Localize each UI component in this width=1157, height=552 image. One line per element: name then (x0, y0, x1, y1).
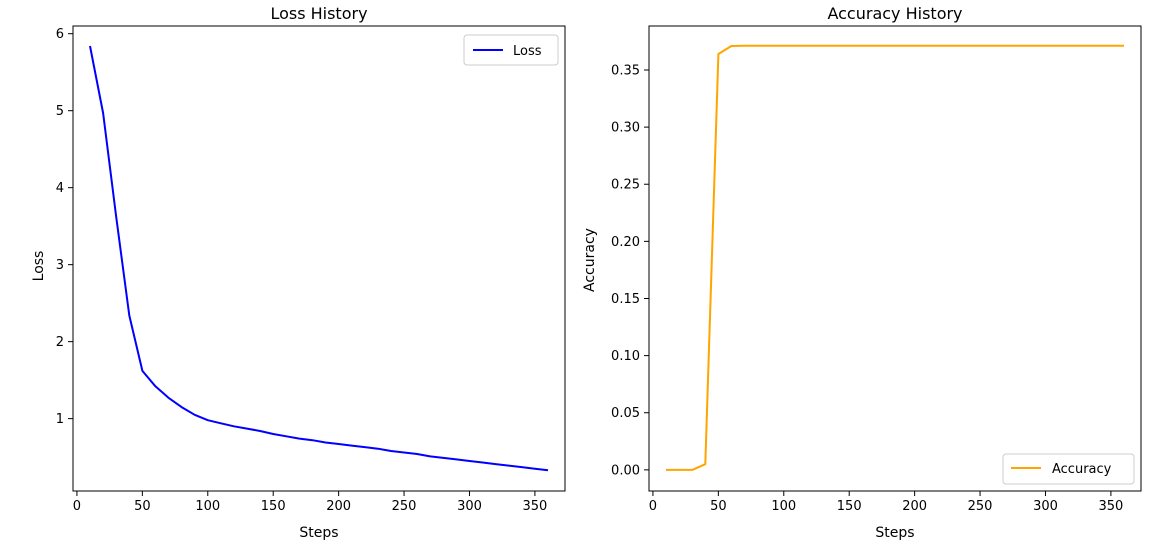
loss-x-tick-label: 150 (261, 499, 286, 514)
accuracy-x-tick-label: 250 (968, 499, 993, 514)
loss-legend-label: Loss (513, 44, 542, 59)
loss-x-tick-label: 350 (522, 499, 547, 514)
loss-x-axis-label: Steps (299, 525, 338, 541)
loss-chart: Loss History Steps Loss 0 50 100 150 200 250 3… (31, 4, 566, 541)
accuracy-y-tick-label: 0.35 (611, 63, 640, 78)
accuracy-ticks: 0 50 100 150 200 250 300 350 0.00 0.05 0.10 0.15 0.2… (611, 63, 1123, 514)
accuracy-chart-title: Accuracy History (827, 4, 962, 23)
accuracy-y-tick-label: 0.30 (611, 121, 640, 136)
loss-x-tick-label: 200 (326, 499, 351, 514)
accuracy-y-tick-label: 0.20 (611, 235, 640, 250)
loss-plot-area (89, 45, 549, 472)
loss-x-tick-label: 100 (195, 499, 220, 514)
accuracy-y-tick-label: 0.05 (611, 406, 640, 421)
loss-y-axis-label: Loss (31, 251, 47, 282)
accuracy-x-tick-label: 150 (837, 499, 862, 514)
accuracy-series-line (666, 44, 1124, 471)
loss-series-line (89, 45, 549, 472)
accuracy-legend-label: Accuracy (1052, 462, 1112, 477)
loss-axes-frame (72, 25, 566, 492)
accuracy-y-axis-label: Accuracy (582, 228, 598, 292)
loss-x-tick-label: 0 (73, 499, 81, 514)
accuracy-legend: Accuracy (1002, 453, 1135, 485)
loss-y-tick-label: 6 (56, 27, 64, 42)
accuracy-y-tick-label: 0.00 (611, 463, 640, 478)
loss-legend: Loss (463, 34, 559, 66)
loss-x-tick-label: 250 (392, 499, 417, 514)
loss-y-tick-label: 2 (56, 335, 64, 350)
accuracy-y-tick-label: 0.10 (611, 349, 640, 364)
loss-y-tick-label: 4 (56, 181, 64, 196)
loss-chart-title: Loss History (270, 4, 367, 23)
accuracy-legend-box (1002, 453, 1135, 485)
accuracy-plot-area (666, 44, 1124, 471)
accuracy-x-tick-label: 0 (649, 499, 657, 514)
accuracy-x-tick-label: 200 (902, 499, 927, 514)
loss-y-tick-label: 5 (56, 104, 64, 119)
accuracy-x-tick-label: 350 (1098, 499, 1123, 514)
accuracy-y-tick-label: 0.15 (611, 292, 640, 307)
loss-ticks: 0 50 100 150 200 250 300 350 1 2 3 4 5 6 (56, 27, 548, 514)
accuracy-x-tick-label: 100 (771, 499, 796, 514)
loss-y-tick-label: 3 (56, 258, 64, 273)
accuracy-chart: Accuracy History Steps Accuracy 0 50 100 15… (582, 4, 1142, 541)
accuracy-axes-frame (648, 25, 1142, 492)
accuracy-y-tick-label: 0.25 (611, 178, 640, 193)
accuracy-x-axis-label: Steps (875, 525, 914, 541)
accuracy-x-tick-label: 300 (1033, 499, 1058, 514)
loss-y-tick-label: 1 (56, 412, 64, 427)
loss-x-tick-label: 300 (457, 499, 482, 514)
loss-x-tick-label: 50 (134, 499, 151, 514)
loss-legend-box (463, 34, 559, 66)
accuracy-x-tick-label: 50 (710, 499, 727, 514)
